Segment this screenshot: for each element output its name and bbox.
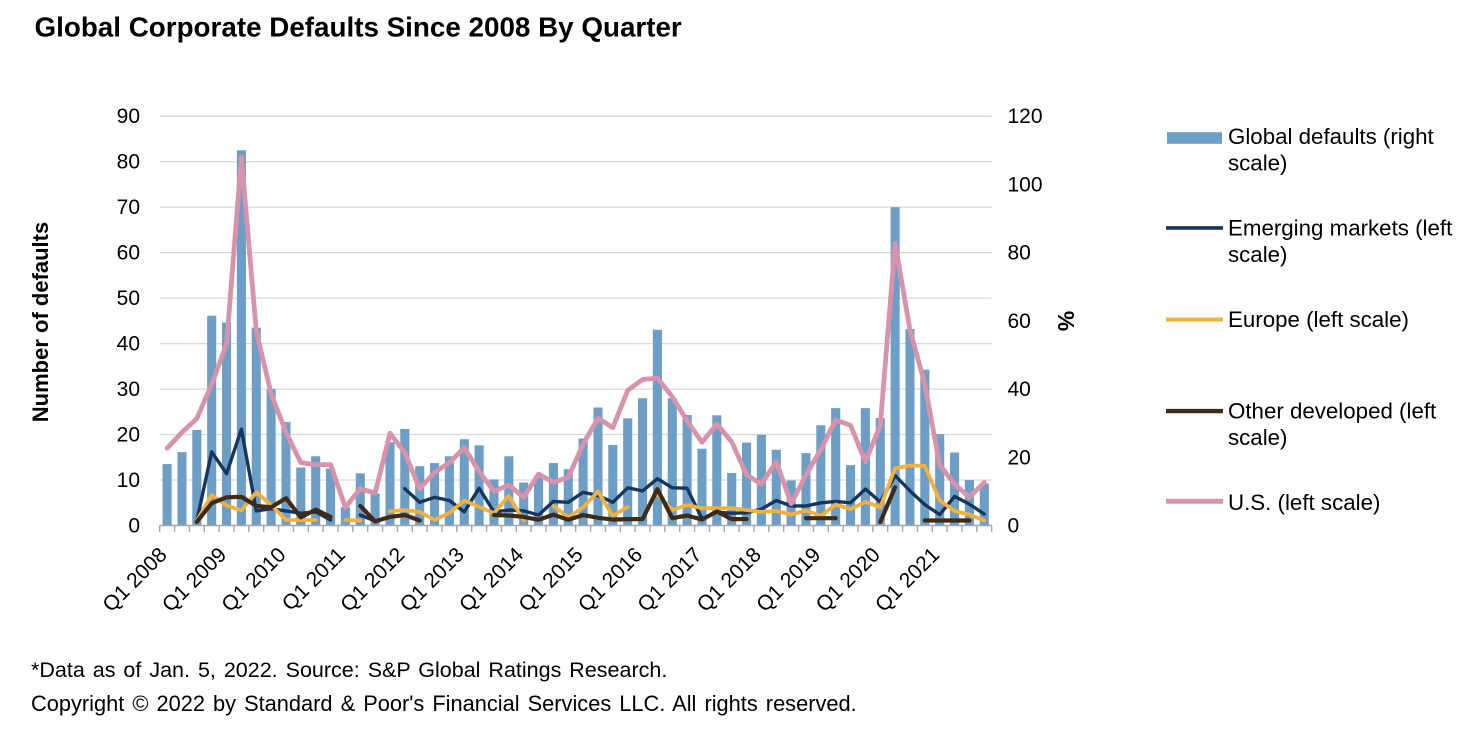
svg-text:0: 0 — [128, 515, 140, 538]
svg-text:Global Corporate Defaults Sinc: Global Corporate Defaults Since 2008 By … — [35, 12, 682, 43]
svg-text:120: 120 — [1008, 105, 1043, 128]
svg-text:40: 40 — [117, 333, 140, 356]
svg-text:0: 0 — [1008, 515, 1020, 538]
svg-text:50: 50 — [117, 287, 140, 310]
svg-text:scale): scale) — [1228, 242, 1287, 267]
svg-text:Copyright © 2022 by Standard &: Copyright © 2022 by Standard & Poor's Fi… — [31, 691, 857, 716]
svg-text:90: 90 — [117, 105, 140, 128]
svg-text:Global defaults (right: Global defaults (right — [1228, 124, 1435, 149]
svg-text:U.S. (left scale): U.S. (left scale) — [1228, 490, 1380, 515]
svg-text:Emerging markets (left: Emerging markets (left — [1228, 215, 1453, 240]
svg-text:20: 20 — [117, 424, 140, 447]
svg-text:scale): scale) — [1228, 425, 1287, 450]
svg-text:Number of defaults: Number of defaults — [28, 222, 53, 422]
svg-text:80: 80 — [1008, 242, 1031, 265]
svg-text:Europe (left scale): Europe (left scale) — [1228, 307, 1409, 332]
svg-text:80: 80 — [117, 151, 140, 174]
svg-text:60: 60 — [117, 242, 140, 265]
svg-text:30: 30 — [117, 378, 140, 401]
svg-text:60: 60 — [1008, 310, 1031, 333]
svg-text:%: % — [1053, 311, 1079, 331]
svg-text:*Data as of Jan. 5, 2022. Sour: *Data as of Jan. 5, 2022. Source: S&P Gl… — [31, 658, 667, 682]
svg-text:100: 100 — [1008, 173, 1043, 196]
svg-text:40: 40 — [1008, 378, 1031, 401]
svg-text:70: 70 — [117, 196, 140, 219]
svg-text:20: 20 — [1008, 446, 1031, 469]
svg-text:scale): scale) — [1228, 150, 1287, 175]
svg-text:Other developed (left: Other developed (left — [1228, 399, 1437, 424]
svg-text:10: 10 — [117, 469, 140, 492]
